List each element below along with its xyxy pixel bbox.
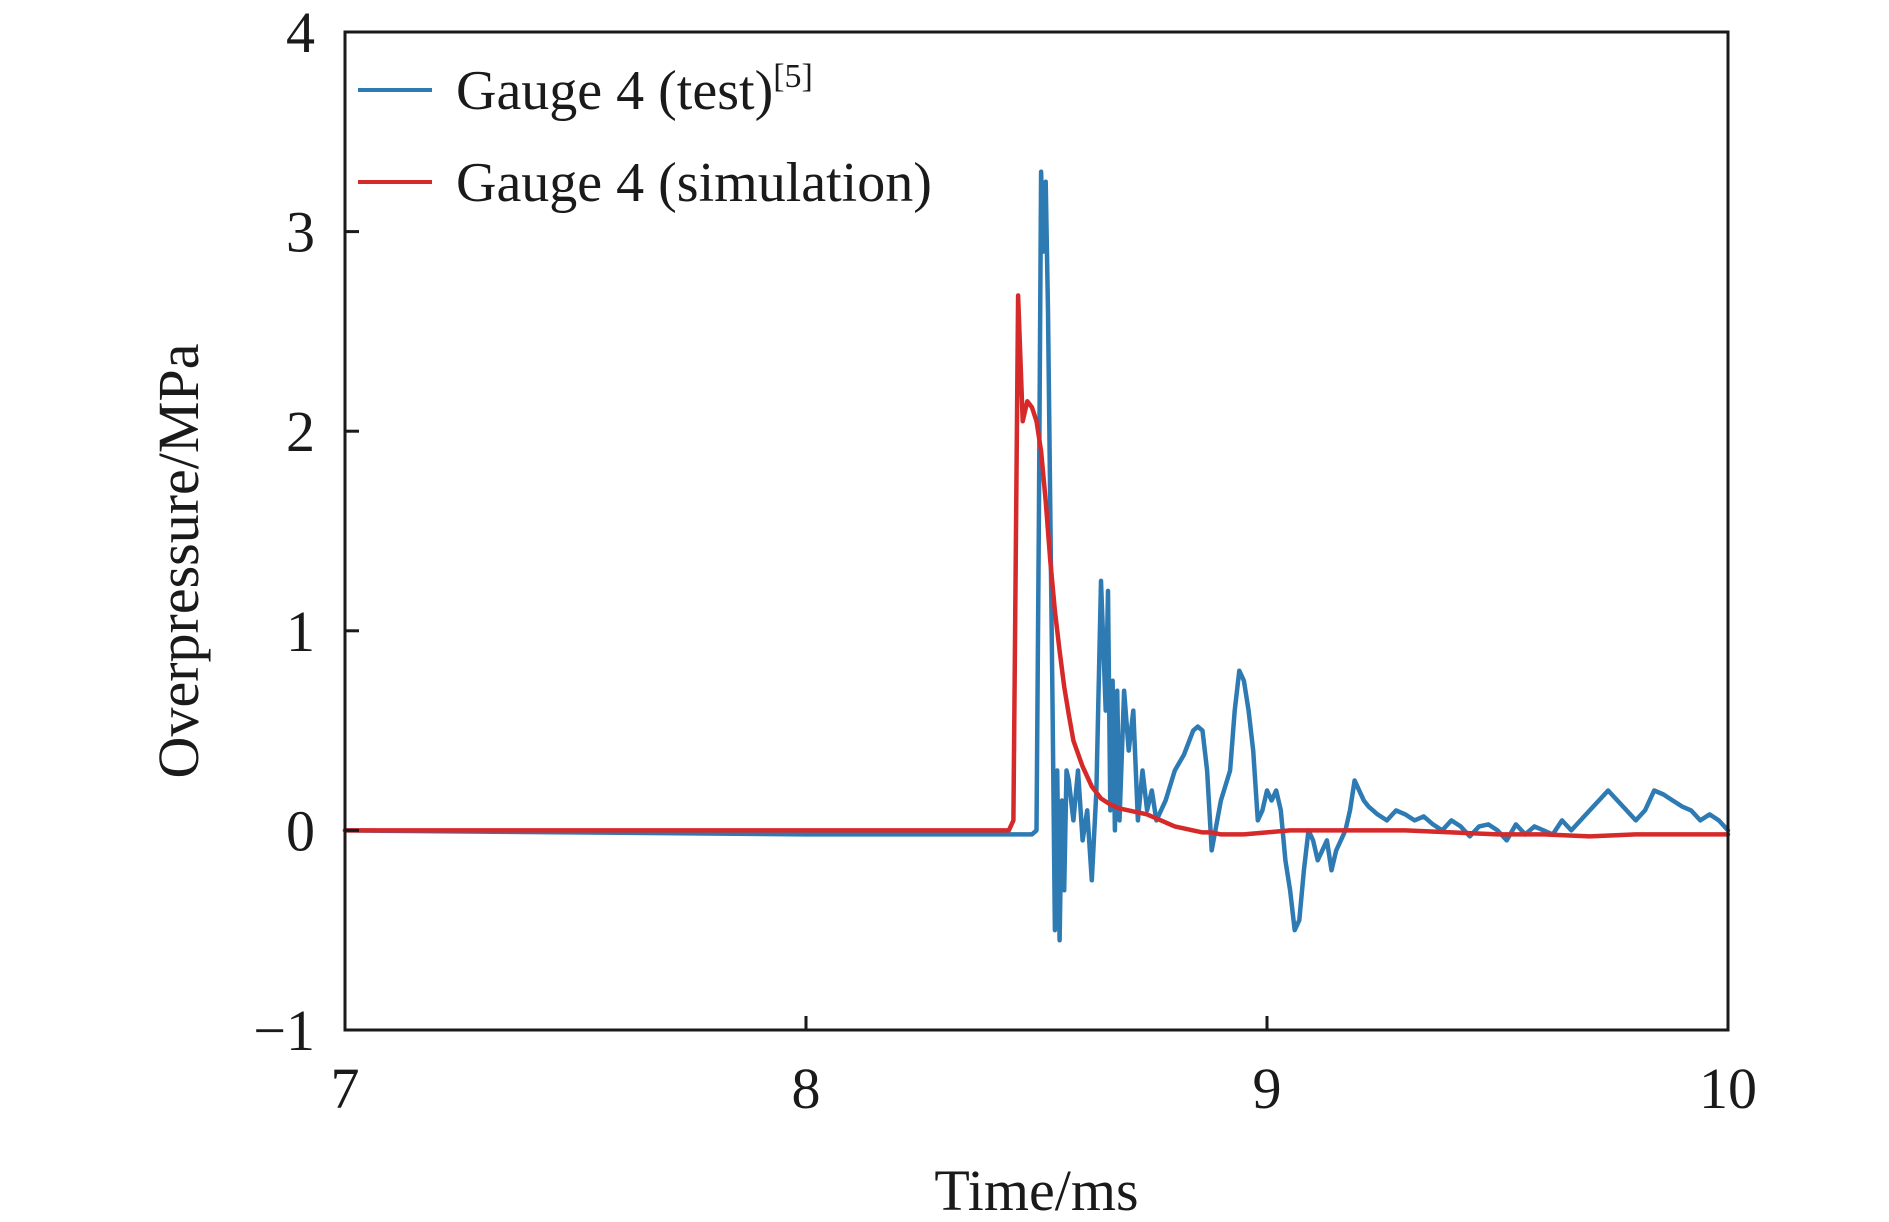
y-axis-label: Overpressure/MPa <box>146 344 211 779</box>
y-tick-label: 0 <box>286 798 315 863</box>
y-tick-label: 1 <box>286 599 315 664</box>
x-axis: 7 8 9 10 <box>331 1016 1757 1121</box>
x-tick-label: 7 <box>331 1056 360 1121</box>
x-tick-label: 10 <box>1699 1056 1757 1121</box>
legend-label-test-name: Gauge 4 (test) <box>456 60 773 122</box>
legend-label-test-citation: [5] <box>773 58 813 95</box>
x-axis-label: Time/ms <box>934 1158 1138 1222</box>
legend-label-test: Gauge 4 (test)[5] <box>456 58 813 122</box>
y-tick-label: 4 <box>286 0 315 65</box>
y-tick-label: 2 <box>286 399 315 464</box>
series-layer <box>342 169 1731 943</box>
series-line-simulation <box>342 293 1731 839</box>
y-tick-label: 3 <box>286 200 315 265</box>
series-line-test <box>342 169 1731 943</box>
y-axis: −1 0 1 2 3 4 <box>253 0 359 1063</box>
plot-frame <box>343 30 1730 1032</box>
x-tick-label: 9 <box>1253 1056 1282 1121</box>
legend-label-simulation: Gauge 4 (simulation) <box>456 152 932 214</box>
y-tick-label: −1 <box>253 998 315 1063</box>
legend: Gauge 4 (test)[5] Gauge 4 (simulation) <box>358 58 932 214</box>
x-tick-label: 8 <box>792 1056 821 1121</box>
